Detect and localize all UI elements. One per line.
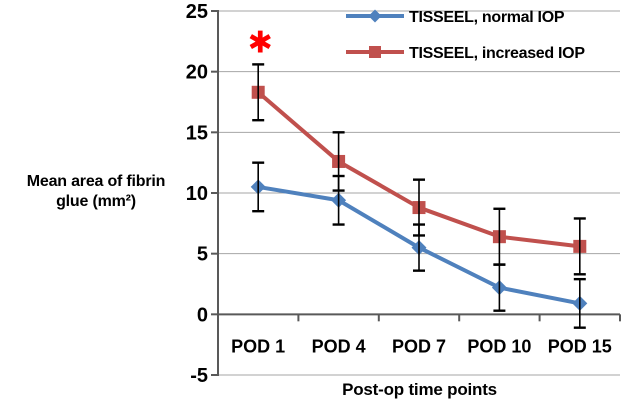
y-axis-title-line1: Mean area of fibrin	[26, 173, 166, 190]
x-category-label-1: POD 1	[231, 336, 285, 356]
x-category-label-2: POD 4	[312, 336, 366, 356]
legend-square-line-icon	[346, 45, 404, 63]
legend-label-normal-iop: TISSEEL, normal IOP	[409, 9, 565, 26]
legend-item-normal-iop: TISSEEL, normal IOP	[346, 7, 565, 29]
legend-diamond-marker-icon	[368, 9, 382, 23]
y-tick-label-10: 10	[186, 183, 208, 205]
x-axis-title: Post-op time points	[342, 380, 497, 399]
y-tick-label-25: 25	[186, 1, 208, 23]
legend-swatch-svg	[346, 9, 404, 23]
y-tick-label-5: 5	[197, 244, 208, 266]
legend-diamond-line-icon	[346, 9, 404, 27]
x-category-label-5: POD 15	[548, 336, 612, 356]
y-tick-label-0: 0	[197, 304, 208, 326]
x-category-label-4: POD 10	[467, 336, 531, 356]
legend-item-increased-iop: TISSEEL, increased IOP	[346, 43, 585, 65]
y-tick-label-15: 15	[186, 122, 208, 144]
y-tick-label--5: -5	[190, 365, 208, 387]
x-category-label-3: POD 7	[392, 336, 446, 356]
legend-square-marker-icon	[369, 46, 381, 58]
y-axis-title-line2: glue (mm²)	[56, 193, 136, 210]
legend-label-increased-iop: TISSEEL, increased IOP	[409, 45, 585, 62]
y-axis-title: Mean area of fibrin glue (mm²)	[0, 172, 192, 212]
y-tick-label-20: 20	[186, 62, 208, 84]
significance-asterisk-icon: ✱	[248, 26, 273, 61]
legend-swatch-svg	[346, 46, 404, 58]
